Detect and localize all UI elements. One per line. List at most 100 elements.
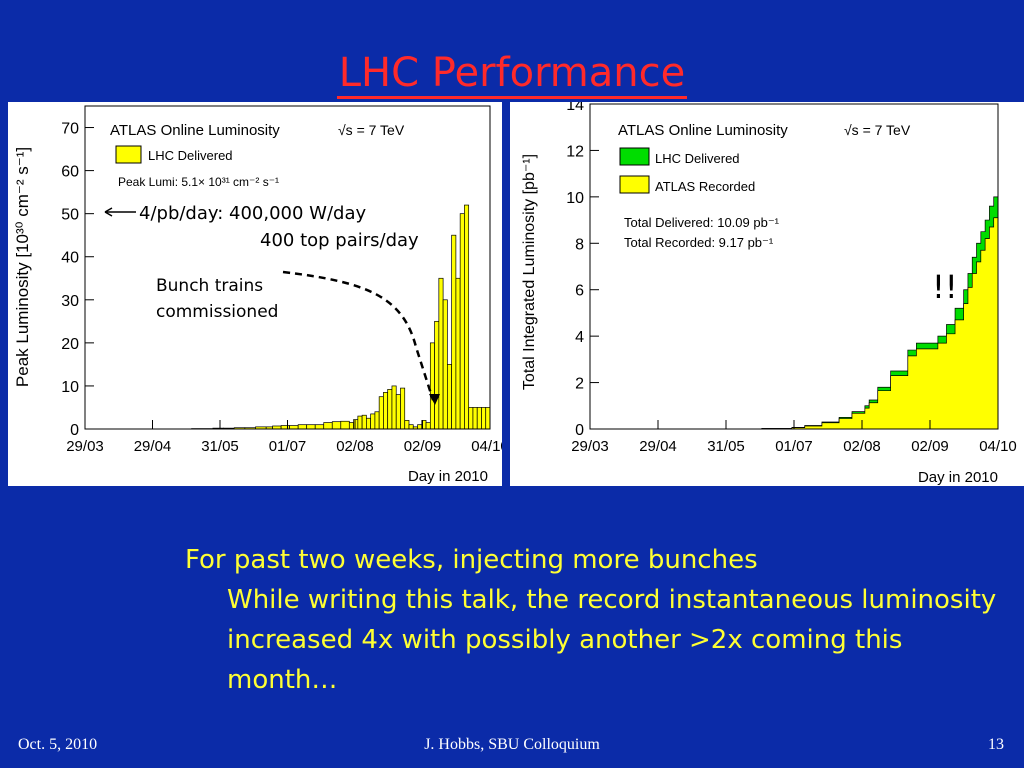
luminosity-bar xyxy=(468,407,474,430)
chart-title: ATLAS Online Luminosity xyxy=(618,122,788,139)
x-tick-label: 04/10 xyxy=(979,438,1017,455)
peak-luminosity-chart: 0 10 20 30 40 50 60 70 29/03 29/04 31/05 01/07 02/0… xyxy=(13,105,502,485)
bullet-sub: While writing this talk, the record inst… xyxy=(227,585,997,695)
x-tick-label: 02/08 xyxy=(336,438,374,455)
y-tick-label: 8 xyxy=(575,236,584,253)
luminosity-bar xyxy=(400,387,406,430)
footer-presenter: J. Hobbs, SBU Colloquium xyxy=(424,736,600,753)
energy-label: √s = 7 TeV xyxy=(338,122,405,138)
rate-annotation-2: 400 top pairs/day xyxy=(260,230,419,251)
luminosity-bar xyxy=(361,414,367,430)
y-tick-label: 10 xyxy=(566,190,584,207)
y-tick-label: 0 xyxy=(575,422,584,439)
luminosity-bar xyxy=(340,420,350,430)
luminosity-bar xyxy=(451,234,457,430)
x-tick-label: 31/05 xyxy=(201,438,239,455)
luminosity-bar xyxy=(306,424,316,430)
y-tick-label: 0 xyxy=(70,422,79,439)
x-tick-label: 29/04 xyxy=(639,438,677,455)
x-tick-label: 01/07 xyxy=(269,438,307,455)
x-tick-label: 29/03 xyxy=(571,438,609,455)
luminosity-bar xyxy=(280,425,290,430)
luminosity-bar xyxy=(387,389,393,430)
bunch-trains-text-2: commissioned xyxy=(156,302,278,322)
y-tick-label: 20 xyxy=(61,336,79,353)
luminosity-bar xyxy=(464,204,470,430)
energy-label: √s = 7 TeV xyxy=(844,122,911,138)
slide-title: LHC Performance xyxy=(0,50,1024,99)
y-tick-label: 4 xyxy=(575,329,584,346)
luminosity-bar xyxy=(485,407,491,430)
y-axis-label: Peak Luminosity [10³⁰ cm⁻² s⁻¹] xyxy=(13,147,32,387)
x-tick-label: 02/09 xyxy=(911,438,949,455)
y-tick-label: 14 xyxy=(566,102,584,114)
luminosity-bar xyxy=(472,407,478,430)
luminosity-bar xyxy=(434,320,440,430)
luminosity-bar xyxy=(425,422,431,430)
x-tick-label: 02/09 xyxy=(404,438,442,455)
luminosity-bar xyxy=(289,425,299,430)
x-tick-label: 02/08 xyxy=(843,438,881,455)
legend-label-delivered: LHC Delivered xyxy=(655,151,740,166)
luminosity-bar xyxy=(297,424,308,430)
legend-swatch-delivered xyxy=(619,147,650,166)
bunch-trains-text-1: Bunch trains xyxy=(156,276,263,296)
x-tick-label: 04/10 xyxy=(471,438,502,455)
luminosity-bar xyxy=(366,417,371,430)
luminosity-bar xyxy=(353,419,359,430)
x-tick-label: 01/07 xyxy=(775,438,813,455)
y-tick-label: 10 xyxy=(61,379,79,396)
luminosity-bar xyxy=(374,411,380,430)
recorded-area xyxy=(590,216,999,430)
luminosity-bar xyxy=(455,277,461,430)
slide-bullets: For past two weeks, injecting more bunch… xyxy=(185,540,1017,700)
luminosity-bar xyxy=(408,424,414,430)
legend-label-recorded: ATLAS Recorded xyxy=(655,179,755,194)
y-tick-label: 60 xyxy=(61,164,79,181)
bunch-trains-dashed-arrow xyxy=(282,270,435,401)
luminosity-bar xyxy=(383,392,389,430)
rate-annotation-1: 4/pb/day: 400,000 W/day xyxy=(139,203,366,224)
luminosity-bar xyxy=(447,364,452,430)
total-delivered-text: Total Delivered: 10.09 pb⁻¹ xyxy=(624,215,780,230)
footer-page-number: 13 xyxy=(988,736,1004,753)
luminosity-bar xyxy=(476,407,482,430)
integrated-luminosity-chart: 0 2 4 6 8 10 12 14 29/03 29/04 31/05 01/07 02/08 02/… xyxy=(521,102,1017,486)
luminosity-bar xyxy=(438,277,444,430)
x-tick-label: 31/05 xyxy=(707,438,745,455)
peak-lumi-text: Peak Lumi: 5.1× 10³¹ cm⁻² s⁻¹ xyxy=(118,175,279,189)
arrow-head xyxy=(104,207,113,217)
luminosity-bar xyxy=(459,213,465,430)
dashed-arrow-head xyxy=(429,394,440,405)
luminosity-bar xyxy=(391,385,397,430)
plot-frame xyxy=(84,105,491,430)
luminosity-bar xyxy=(417,424,423,430)
x-tick-label: 29/04 xyxy=(134,438,172,455)
footer-date: Oct. 5, 2010 xyxy=(18,736,98,753)
luminosity-bar xyxy=(404,420,410,430)
integrated-luminosity-panel: 0 2 4 6 8 10 12 14 29/03 29/04 31/05 01/07 02/08 02/… xyxy=(510,102,1024,486)
chart-title: ATLAS Online Luminosity xyxy=(110,122,280,139)
bullet-main: For past two weeks, injecting more bunch… xyxy=(185,545,758,575)
luminosity-bar xyxy=(395,394,401,430)
legend-swatch-delivered xyxy=(115,145,142,164)
y-axis-label: Total Integrated Luminosity [pb⁻¹] xyxy=(521,154,538,390)
y-tick-label: 30 xyxy=(61,293,79,310)
luminosity-bar xyxy=(323,422,333,430)
luminosity-bar xyxy=(429,342,435,430)
y-tick-label: 2 xyxy=(575,376,584,393)
exclamation-annotation: !! xyxy=(932,268,958,306)
luminosity-bar xyxy=(481,407,487,430)
legend-label-delivered: LHC Delivered xyxy=(148,148,233,163)
y-tick-label: 40 xyxy=(61,250,79,267)
x-axis-label: Day in 2010 xyxy=(408,468,488,485)
y-tick-label: 70 xyxy=(61,121,79,138)
total-recorded-text: Total Recorded: 9.17 pb⁻¹ xyxy=(624,235,774,250)
peak-luminosity-panel: 0 10 20 30 40 50 60 70 29/03 29/04 31/05 01/07 02/0… xyxy=(8,102,502,486)
y-tick-label: 50 xyxy=(61,207,79,224)
luminosity-bar xyxy=(370,413,376,430)
luminosity-bar xyxy=(314,424,325,430)
y-tick-label: 12 xyxy=(566,143,584,160)
x-tick-label: 29/03 xyxy=(66,438,104,455)
legend-swatch-recorded xyxy=(619,175,650,194)
